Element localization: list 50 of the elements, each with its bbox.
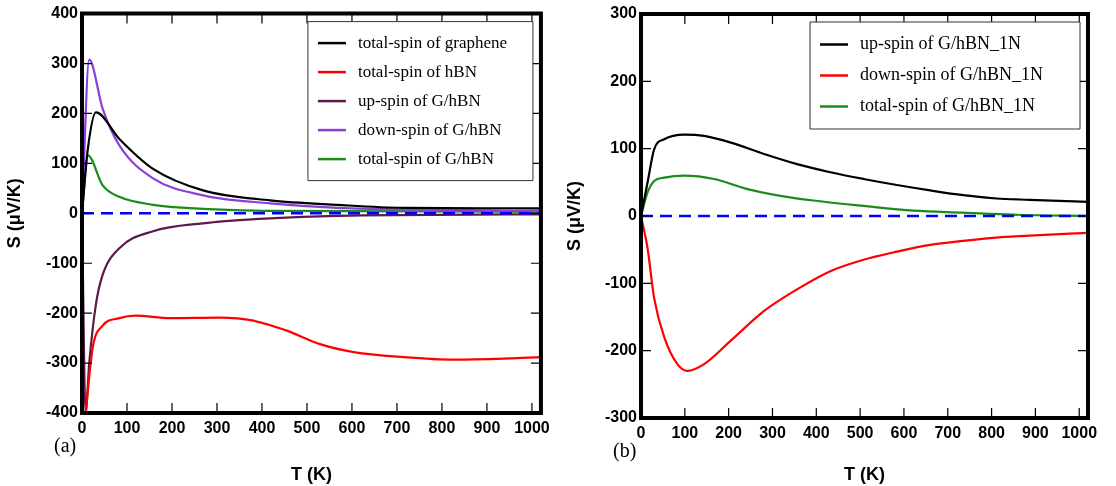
y-tick-label: -200 [604, 341, 638, 359]
text: (a) [54, 434, 77, 458]
x-tick-label: 200 [158, 419, 186, 437]
x-tick-label: 200 [715, 424, 743, 442]
y-tick-label: -300 [604, 408, 638, 426]
x-tick-label: 400 [802, 424, 830, 442]
y-tick-label: 200 [610, 71, 638, 89]
x-tick-label: 100 [671, 424, 699, 442]
y-tick-label: 200 [51, 103, 79, 121]
x-tick-label: 100 [113, 419, 141, 437]
x-tick-label: 300 [759, 424, 786, 442]
x-tick-label: 700 [934, 424, 962, 442]
legend-label: total-spin of graphene [357, 32, 508, 52]
y-tick-label: 400 [51, 4, 79, 22]
x-tick-label: 600 [338, 419, 366, 437]
legend-label: down-spin of G/hBN [357, 119, 502, 139]
y-tick-label: -400 [45, 403, 79, 421]
y-tick-label: 300 [51, 53, 79, 71]
x-tick-label: 400 [248, 419, 276, 437]
x-tick-label: 1000 [1061, 424, 1098, 442]
x-tick-label: 600 [890, 424, 918, 442]
x-tick-label: 500 [846, 424, 874, 442]
x-tick-label: 700 [383, 419, 411, 437]
x-tick-label: 800 [978, 424, 1006, 442]
x-tick-label: 800 [428, 419, 456, 437]
y-tick-label: 0 [628, 206, 638, 224]
y-tick-label: 100 [610, 139, 638, 157]
y-tick-label: -200 [45, 303, 79, 321]
x-tick-label: 1000 [514, 419, 550, 437]
legend-label: total-spin of G/hBN_1N [860, 95, 1035, 116]
x-tick-label: 900 [1022, 424, 1049, 442]
x-tick-label: 300 [203, 419, 231, 437]
legend-label: up-spin of G/hBN_1N [860, 33, 1021, 54]
x-tick-label: 500 [293, 419, 321, 437]
x-tick-label: 900 [473, 419, 501, 437]
x-axis-title: T (K) [844, 464, 885, 485]
legend-label: total-spin of G/hBN [357, 148, 494, 168]
y-tick-label: -100 [604, 273, 638, 291]
y-axis-title: S (μV/K) [3, 178, 24, 249]
x-axis-title: T (K) [290, 464, 332, 485]
legend-label: down-spin of G/hBN_1N [860, 64, 1043, 85]
y-tick-label: -300 [45, 353, 79, 371]
y-tick-label: 300 [610, 4, 638, 22]
y-axis-title: S (μV/K) [563, 180, 584, 252]
y-tick-label: 100 [51, 153, 79, 171]
legend-label: total-spin of hBN [357, 61, 477, 81]
y-tick-label: 0 [69, 203, 79, 221]
text: (b) [613, 439, 637, 463]
legend-label: up-spin of G/hBN [357, 90, 481, 110]
y-tick-label: -100 [45, 253, 79, 271]
